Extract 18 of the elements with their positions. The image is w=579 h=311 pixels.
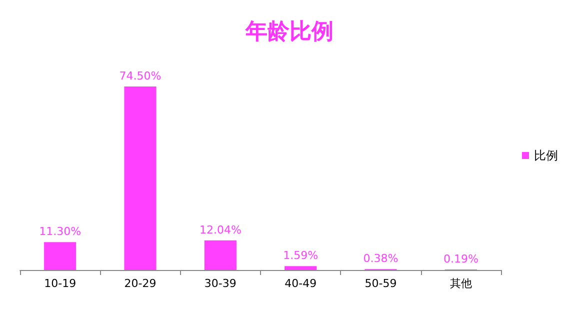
x-tick-label: 10-19 [44, 277, 76, 290]
chart-title: 年龄比例 [244, 20, 334, 44]
x-tick-label: 其他 [450, 277, 472, 290]
bar [124, 86, 156, 270]
data-label: 74.50% [119, 70, 162, 83]
data-label: 12.04% [199, 223, 242, 236]
bar [204, 240, 236, 270]
data-label: 0.19% [443, 252, 478, 266]
x-tick-label: 30-39 [204, 277, 236, 290]
data-label: 1.59% [283, 249, 318, 262]
x-tick-label: 40-49 [284, 277, 317, 290]
data-label: 11.30% [39, 225, 82, 238]
x-tick-label: 20-29 [124, 277, 156, 290]
data-label: 0.38% [363, 252, 398, 266]
bar [284, 266, 317, 270]
x-tick-label: 50-59 [364, 277, 397, 290]
bar [44, 242, 76, 270]
legend-label: 比例 [534, 148, 558, 162]
